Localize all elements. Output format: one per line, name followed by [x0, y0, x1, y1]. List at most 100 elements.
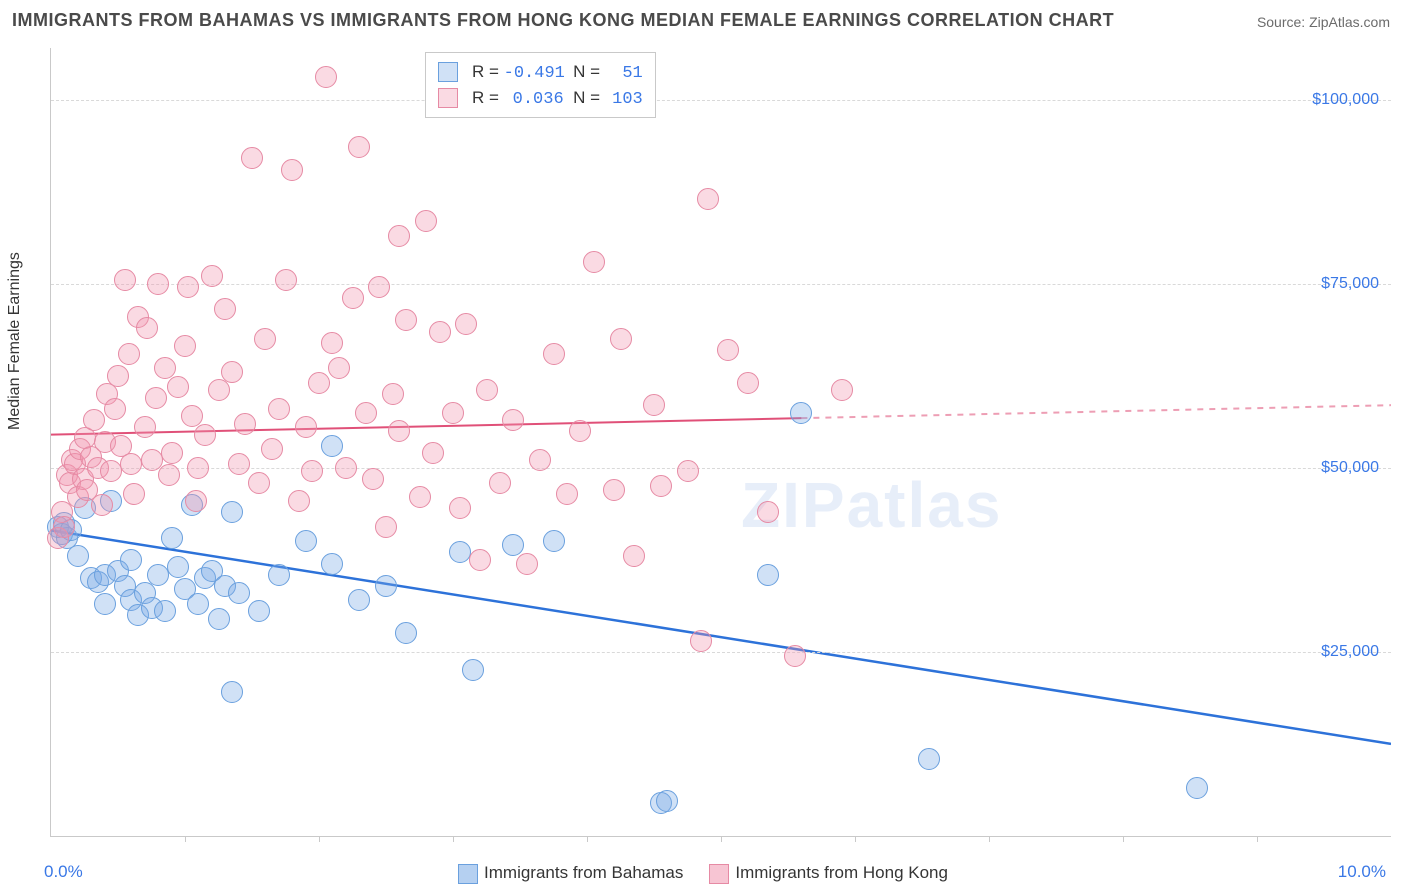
scatter-point-hongkong: [489, 472, 511, 494]
scatter-point-hongkong: [134, 416, 156, 438]
scatter-point-hongkong: [556, 483, 578, 505]
scatter-point-hongkong: [91, 494, 113, 516]
scatter-point-bahamas: [208, 608, 230, 630]
scatter-point-bahamas: [228, 582, 250, 604]
scatter-point-bahamas: [462, 659, 484, 681]
scatter-point-hongkong: [543, 343, 565, 365]
scatter-point-hongkong: [831, 379, 853, 401]
scatter-point-hongkong: [295, 416, 317, 438]
gridline: [51, 100, 1391, 101]
scatter-point-hongkong: [757, 501, 779, 523]
x-tick: [855, 836, 856, 842]
source-label: Source: ZipAtlas.com: [1257, 14, 1390, 30]
scatter-point-bahamas: [161, 527, 183, 549]
scatter-point-bahamas: [154, 600, 176, 622]
x-tick: [185, 836, 186, 842]
legend-label: Immigrants from Bahamas: [484, 863, 683, 882]
scatter-point-bahamas: [375, 575, 397, 597]
scatter-point-bahamas: [321, 553, 343, 575]
x-tick: [1123, 836, 1124, 842]
scatter-point-hongkong: [342, 287, 364, 309]
scatter-point-bahamas: [147, 564, 169, 586]
scatter-point-hongkong: [442, 402, 464, 424]
scatter-point-hongkong: [275, 269, 297, 291]
y-tick-label: $75,000: [1321, 275, 1379, 293]
scatter-point-bahamas: [167, 556, 189, 578]
scatter-point-hongkong: [177, 276, 199, 298]
scatter-point-hongkong: [388, 420, 410, 442]
scatter-point-hongkong: [261, 438, 283, 460]
scatter-point-hongkong: [395, 309, 417, 331]
legend-item: Immigrants from Bahamas: [458, 863, 683, 884]
scatter-point-hongkong: [529, 449, 551, 471]
legend-item: Immigrants from Hong Kong: [709, 863, 948, 884]
scatter-point-hongkong: [348, 136, 370, 158]
chart-title: IMMIGRANTS FROM BAHAMAS VS IMMIGRANTS FR…: [12, 10, 1114, 31]
x-tick: [721, 836, 722, 842]
scatter-point-hongkong: [321, 332, 343, 354]
scatter-point-hongkong: [308, 372, 330, 394]
scatter-point-hongkong: [53, 516, 75, 538]
stats-legend-box: R = -0.491 N = 51 R = 0.036 N = 103: [425, 52, 656, 118]
scatter-point-hongkong: [136, 317, 158, 339]
scatter-point-hongkong: [107, 365, 129, 387]
scatter-point-hongkong: [147, 273, 169, 295]
scatter-point-bahamas: [449, 541, 471, 563]
scatter-point-hongkong: [388, 225, 410, 247]
y-axis-label: Median Female Earnings: [6, 252, 24, 430]
plot-area: ZIPatlas $25,000$50,000$75,000$100,000: [50, 48, 1391, 837]
scatter-point-bahamas: [543, 530, 565, 552]
scatter-point-bahamas: [757, 564, 779, 586]
scatter-point-bahamas: [295, 530, 317, 552]
scatter-point-bahamas: [918, 748, 940, 770]
scatter-point-hongkong: [502, 409, 524, 431]
y-tick-label: $25,000: [1321, 643, 1379, 661]
scatter-point-hongkong: [248, 472, 270, 494]
scatter-point-hongkong: [301, 460, 323, 482]
scatter-point-hongkong: [201, 265, 223, 287]
gridline: [51, 652, 1391, 653]
scatter-point-hongkong: [185, 490, 207, 512]
scatter-point-hongkong: [315, 66, 337, 88]
scatter-point-hongkong: [362, 468, 384, 490]
scatter-point-hongkong: [208, 379, 230, 401]
x-tick: [319, 836, 320, 842]
scatter-point-hongkong: [120, 453, 142, 475]
y-tick-label: $50,000: [1321, 459, 1379, 477]
scatter-point-hongkong: [476, 379, 498, 401]
scatter-point-hongkong: [167, 376, 189, 398]
scatter-point-hongkong: [145, 387, 167, 409]
scatter-point-bahamas: [790, 402, 812, 424]
gridline: [51, 284, 1391, 285]
scatter-point-hongkong: [368, 276, 390, 298]
x-tick: [453, 836, 454, 842]
scatter-point-hongkong: [221, 361, 243, 383]
stats-row-bahamas: R = -0.491 N = 51: [438, 59, 643, 85]
scatter-point-hongkong: [737, 372, 759, 394]
scatter-point-hongkong: [355, 402, 377, 424]
scatter-point-hongkong: [375, 516, 397, 538]
bottom-legend: Immigrants from Bahamas Immigrants from H…: [0, 863, 1406, 884]
scatter-point-hongkong: [158, 464, 180, 486]
scatter-point-hongkong: [455, 313, 477, 335]
legend-swatch: [458, 864, 478, 884]
scatter-point-hongkong: [174, 335, 196, 357]
scatter-point-bahamas: [94, 593, 116, 615]
scatter-point-hongkong: [123, 483, 145, 505]
scatter-point-hongkong: [603, 479, 625, 501]
scatter-point-hongkong: [234, 413, 256, 435]
scatter-point-bahamas: [321, 435, 343, 457]
scatter-point-hongkong: [328, 357, 350, 379]
scatter-point-hongkong: [623, 545, 645, 567]
scatter-point-hongkong: [281, 159, 303, 181]
scatter-point-hongkong: [569, 420, 591, 442]
scatter-point-hongkong: [784, 645, 806, 667]
scatter-point-hongkong: [415, 210, 437, 232]
scatter-point-hongkong: [449, 497, 471, 519]
scatter-point-hongkong: [214, 298, 236, 320]
scatter-point-bahamas: [348, 589, 370, 611]
scatter-point-hongkong: [643, 394, 665, 416]
scatter-point-hongkong: [422, 442, 444, 464]
scatter-point-bahamas: [1186, 777, 1208, 799]
scatter-point-hongkong: [104, 398, 126, 420]
